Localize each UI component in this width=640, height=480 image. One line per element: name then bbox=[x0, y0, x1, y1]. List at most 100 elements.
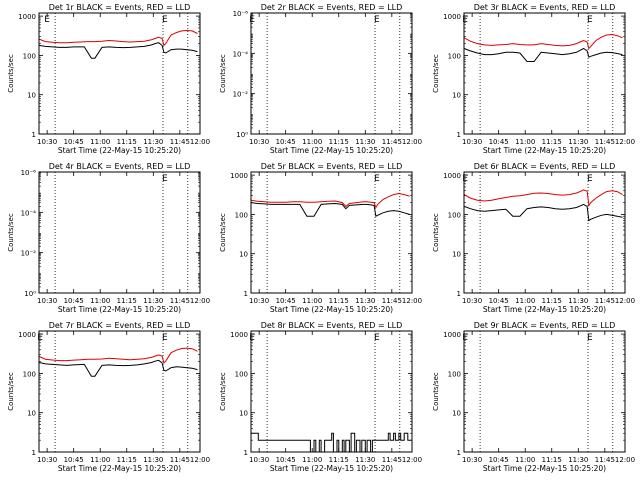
plot-frame bbox=[250, 171, 413, 294]
x-tick-label: 10:45 bbox=[276, 456, 296, 464]
events-series-line bbox=[251, 202, 410, 217]
y-tick-label: 10⁰ bbox=[236, 131, 248, 139]
plot-frame bbox=[38, 12, 201, 135]
y-tick-label: 10 bbox=[27, 410, 36, 418]
x-tick-label: 10:30 bbox=[249, 456, 269, 464]
y-tick-label: 100 bbox=[235, 370, 248, 378]
y-tick-label: 1000 bbox=[18, 13, 36, 21]
event-marker: E bbox=[587, 333, 593, 343]
events-series-line bbox=[464, 203, 623, 222]
event-marker: E bbox=[162, 174, 168, 184]
x-tick-label: 11:45 bbox=[595, 456, 615, 464]
detector-panel: Det 8r BLACK = Events, RED = LLD 1 10 100 10… bbox=[219, 321, 422, 473]
x-tick-label: 11:30 bbox=[568, 138, 588, 146]
event-marker: E bbox=[374, 333, 380, 343]
events-series-line bbox=[39, 359, 198, 377]
x-tick-label: 11:00 bbox=[302, 297, 322, 305]
x-tick-label: 10:30 bbox=[462, 138, 482, 146]
event-marker: E bbox=[374, 15, 380, 25]
y-tick-label: 1000 bbox=[230, 172, 248, 180]
x-tick-label: 10:45 bbox=[276, 297, 296, 305]
y-tick-label: 10 bbox=[239, 410, 248, 418]
x-tick-label: 11:15 bbox=[542, 456, 562, 464]
y-axis-label: Counts/sec bbox=[7, 372, 15, 411]
x-tick-label: 11:45 bbox=[595, 138, 615, 146]
y-tick-label: 10 bbox=[452, 92, 461, 100]
event-marker: E bbox=[374, 174, 380, 184]
y-tick-label: 10⁰ bbox=[24, 290, 36, 298]
x-tick-label: 11:15 bbox=[542, 297, 562, 305]
plot-frame bbox=[38, 330, 201, 453]
y-axis-label: Counts/sec bbox=[7, 54, 15, 93]
x-axis-label: Start Time (22-May-15 10:25:20) bbox=[483, 305, 606, 314]
y-tick-label: 10 bbox=[239, 251, 248, 259]
x-tick-label: 10:45 bbox=[64, 456, 84, 464]
x-axis-label: Start Time (22-May-15 10:25:20) bbox=[270, 464, 393, 473]
x-tick-label: 10:45 bbox=[64, 138, 84, 146]
plot-frame bbox=[463, 12, 626, 135]
y-axis-label: Counts/sec bbox=[219, 213, 227, 252]
panel-title: Det 7r BLACK = Events, RED = LLD bbox=[49, 321, 191, 330]
y-axis-label: Counts/sec bbox=[432, 213, 440, 252]
x-tick-label: 10:30 bbox=[249, 138, 269, 146]
y-tick-label: 10⁻² bbox=[233, 91, 249, 99]
y-tick-label: 1 bbox=[32, 449, 36, 457]
panel-title: Det 6r BLACK = Events, RED = LLD bbox=[474, 162, 616, 171]
y-tick-label: 10⁻⁶ bbox=[21, 169, 37, 177]
event-marker: E bbox=[462, 15, 468, 25]
y-tick-label: 1 bbox=[457, 290, 461, 298]
panel-title: Det 3r BLACK = Events, RED = LLD bbox=[474, 3, 616, 12]
x-tick-label: 10:30 bbox=[462, 456, 482, 464]
y-tick-label: 1 bbox=[457, 449, 461, 457]
x-tick-label: 10:45 bbox=[276, 138, 296, 146]
plot-frame bbox=[250, 12, 413, 135]
x-axis-label: Start Time (22-May-15 10:25:20) bbox=[270, 305, 393, 314]
x-tick-label: 12:00 bbox=[615, 456, 635, 464]
y-tick-label: 10 bbox=[27, 92, 36, 100]
event-marker: E bbox=[162, 333, 168, 343]
x-tick-label: 12:00 bbox=[615, 138, 635, 146]
y-tick-label: 1 bbox=[32, 131, 36, 139]
y-tick-label: 10 bbox=[452, 410, 461, 418]
x-tick-label: 11:30 bbox=[143, 456, 163, 464]
x-tick-label: 11:45 bbox=[170, 138, 190, 146]
x-tick-label: 10:30 bbox=[37, 456, 57, 464]
lld-series-line bbox=[39, 29, 198, 47]
x-tick-label: 11:30 bbox=[143, 138, 163, 146]
event-marker: E bbox=[162, 15, 168, 25]
x-tick-label: 11:15 bbox=[329, 138, 349, 146]
x-tick-label: 10:30 bbox=[37, 138, 57, 146]
panel-title: Det 5r BLACK = Events, RED = LLD bbox=[261, 162, 403, 171]
y-axis-label: Counts/sec bbox=[219, 54, 227, 93]
y-tick-label: 10⁻⁴ bbox=[21, 209, 37, 217]
x-axis-label: Start Time (22-May-15 10:25:20) bbox=[58, 464, 181, 473]
event-marker: E bbox=[249, 333, 255, 343]
detector-panel: Det 7r BLACK = Events, RED = LLD 1 10 100 10… bbox=[7, 321, 210, 473]
x-tick-label: 11:45 bbox=[382, 297, 402, 305]
event-marker: E bbox=[587, 15, 593, 25]
y-tick-label: 100 bbox=[235, 211, 248, 219]
x-tick-label: 10:30 bbox=[249, 297, 269, 305]
x-tick-label: 11:45 bbox=[170, 456, 190, 464]
panel-title: Det 8r BLACK = Events, RED = LLD bbox=[261, 321, 403, 330]
panel-title: Det 2r BLACK = Events, RED = LLD bbox=[261, 3, 403, 12]
x-tick-label: 11:15 bbox=[542, 138, 562, 146]
y-tick-label: 1 bbox=[457, 131, 461, 139]
event-marker: E bbox=[249, 15, 255, 25]
y-tick-label: 10⁻² bbox=[21, 250, 37, 258]
x-tick-label: 11:00 bbox=[302, 456, 322, 464]
detector-panel: Det 9r BLACK = Events, RED = LLD 1 10 100 10… bbox=[432, 321, 635, 473]
x-tick-label: 12:00 bbox=[402, 456, 422, 464]
lld-series-line bbox=[39, 347, 198, 364]
x-tick-label: 12:00 bbox=[190, 456, 210, 464]
y-tick-label: 1000 bbox=[443, 172, 461, 180]
x-axis-label: Start Time (22-May-15 10:25:20) bbox=[270, 146, 393, 155]
x-tick-label: 12:00 bbox=[615, 297, 635, 305]
x-tick-label: 11:30 bbox=[355, 297, 375, 305]
y-tick-label: 1 bbox=[244, 449, 248, 457]
y-tick-label: 1000 bbox=[443, 13, 461, 21]
x-tick-label: 11:00 bbox=[90, 138, 110, 146]
x-tick-label: 10:45 bbox=[489, 297, 509, 305]
detector-panel: Det 4r BLACK = Events, RED = LLD 10⁰ 10⁻² 1… bbox=[7, 162, 210, 314]
x-tick-label: 11:30 bbox=[568, 297, 588, 305]
